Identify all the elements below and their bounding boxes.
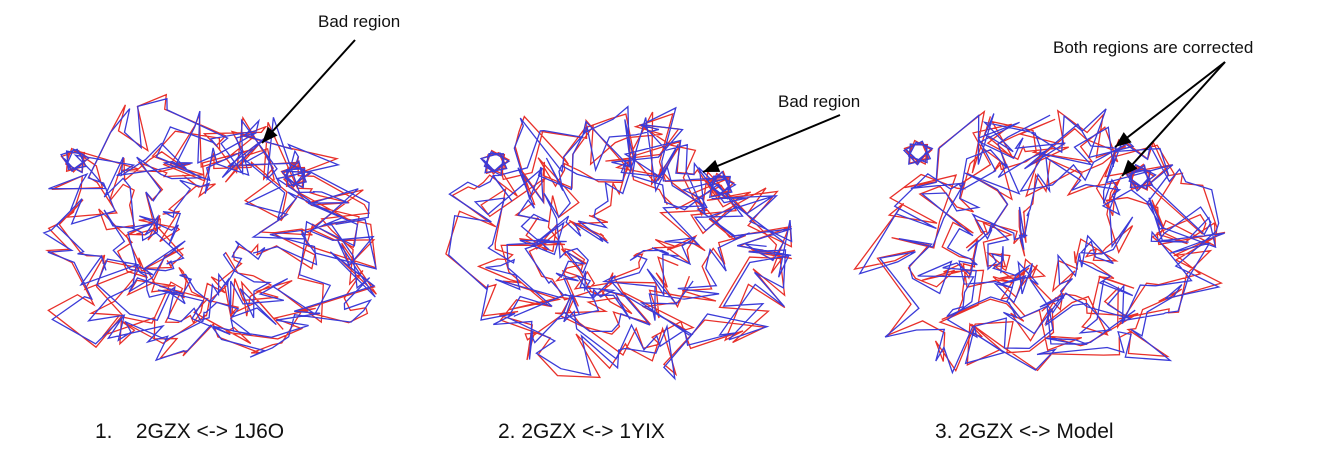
arrow-region-corrected-2 <box>1121 61 1226 177</box>
panel-3: Both regions are corrected 3. 2GZX <-> M… <box>840 0 1280 458</box>
annotation-bad-region-2: Bad region <box>778 92 861 111</box>
helix-blue <box>281 160 312 189</box>
caption-2: 2. 2GZX <-> 1YIX <box>498 420 665 443</box>
backbone-trace-blue <box>858 108 1225 375</box>
panel-2: Bad region 2. 2GZX <-> 1YIX <box>420 0 860 458</box>
structure-overlay-1 <box>42 39 377 362</box>
arrow-region-corrected-1-head <box>1115 132 1132 147</box>
helix-blue <box>479 150 511 177</box>
arrow-bad-region-2-head <box>703 159 721 172</box>
helix-blue <box>902 140 934 166</box>
caption-3: 3. 2GZX <-> Model <box>935 420 1114 443</box>
structure-overlay-3 <box>853 61 1226 375</box>
panel-1: Bad region 1. 2GZX <-> 1J6O <box>0 0 440 458</box>
annotation-regions-corrected: Both regions are corrected <box>1053 38 1254 57</box>
helix-blue <box>1126 163 1157 192</box>
arrow-bad-region-1-head <box>262 126 278 143</box>
annotation-bad-region-1: Bad region <box>318 12 401 31</box>
backbone-trace-red <box>853 109 1226 372</box>
arrow-bad-region-1 <box>261 39 356 144</box>
arrow-region-corrected-2-head <box>1122 159 1138 176</box>
backbone-trace-blue <box>42 97 377 362</box>
structure-overlay-2 <box>445 105 841 381</box>
backbone-trace-red <box>44 93 377 360</box>
helix-blue <box>706 170 737 200</box>
backbone-trace-blue <box>448 105 793 381</box>
caption-1: 1. 2GZX <-> 1J6O <box>95 420 285 443</box>
arrow-region-corrected-1 <box>1114 61 1226 148</box>
helix-blue <box>59 148 90 174</box>
arrow-bad-region-2 <box>702 114 841 173</box>
